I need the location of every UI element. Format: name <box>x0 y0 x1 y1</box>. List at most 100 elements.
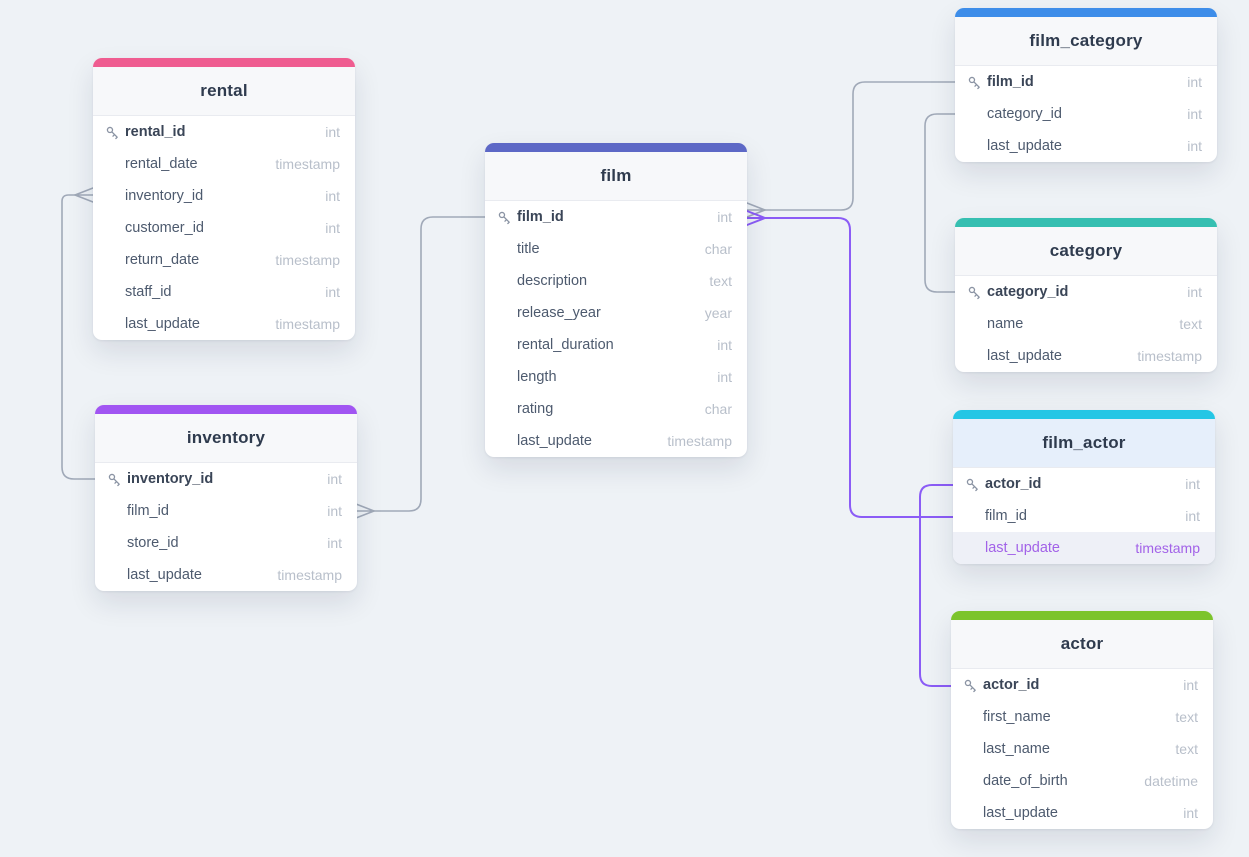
relationship-film_actor-actor[interactable] <box>919 484 954 687</box>
table-title: film <box>600 166 632 185</box>
field-name: last_update <box>125 316 200 332</box>
field-type: timestamp <box>275 316 340 332</box>
table-category[interactable]: category category_id int name text last_updat… <box>955 218 1217 372</box>
field-row-film-film_id[interactable]: film_id int <box>485 201 747 233</box>
table-header-actor[interactable]: actor <box>951 620 1213 669</box>
field-row-film-rental_duration[interactable]: rental_duration int <box>485 329 747 361</box>
primary-key-slot <box>107 472 124 487</box>
field-type: timestamp <box>667 433 732 449</box>
field-name: film_id <box>987 74 1034 90</box>
field-type: int <box>327 535 342 551</box>
field-row-film-length[interactable]: length int <box>485 361 747 393</box>
field-name: actor_id <box>985 476 1042 492</box>
table-header-film_category[interactable]: film_category <box>955 17 1217 66</box>
field-row-actor-date_of_birth[interactable]: date_of_birth datetime <box>951 765 1213 797</box>
field-row-rental-last_update[interactable]: last_update timestamp <box>93 308 355 340</box>
primary-key-icon <box>966 478 978 491</box>
field-name: staff_id <box>125 284 172 300</box>
field-row-rental-customer_id[interactable]: customer_id int <box>93 212 355 244</box>
field-row-inventory-inventory_id[interactable]: inventory_id int <box>95 463 357 495</box>
field-name: inventory_id <box>127 471 214 487</box>
table-header-film_actor[interactable]: film_actor <box>953 419 1215 468</box>
field-row-category-name[interactable]: name text <box>955 308 1217 340</box>
table-header-category[interactable]: category <box>955 227 1217 276</box>
table-title: inventory <box>186 428 266 447</box>
field-type: timestamp <box>1135 540 1200 556</box>
field-name: customer_id <box>125 220 204 236</box>
relationship-inventory-rental[interactable] <box>61 187 96 480</box>
field-row-rental-rental_date[interactable]: rental_date timestamp <box>93 148 355 180</box>
field-type: datetime <box>1144 773 1198 789</box>
field-name: last_update <box>987 138 1062 154</box>
field-row-film_actor-actor_id[interactable]: actor_id int <box>953 468 1215 500</box>
field-name: last_update <box>983 805 1058 821</box>
field-name: date_of_birth <box>983 773 1068 789</box>
field-row-inventory-last_update[interactable]: last_update timestamp <box>95 559 357 591</box>
field-row-film_category-category_id[interactable]: category_id int <box>955 98 1217 130</box>
field-row-film-description[interactable]: description text <box>485 265 747 297</box>
table-rental[interactable]: rental rental_id int rental_date timestamp in… <box>93 58 355 340</box>
field-name: film_id <box>985 508 1027 524</box>
field-name: title <box>517 241 540 257</box>
field-type: text <box>1179 316 1202 332</box>
primary-key-icon <box>964 679 976 692</box>
field-row-rental-inventory_id[interactable]: inventory_id int <box>93 180 355 212</box>
relationship-film_category-film[interactable] <box>746 81 956 218</box>
field-row-film-release_year[interactable]: release_year year <box>485 297 747 329</box>
field-row-film-title[interactable]: title char <box>485 233 747 265</box>
primary-key-slot <box>105 125 122 140</box>
field-type: int <box>717 337 732 353</box>
field-row-actor-last_update[interactable]: last_update int <box>951 797 1213 829</box>
table-actor[interactable]: actor actor_id int first_name text last_name t… <box>951 611 1213 829</box>
field-row-category-category_id[interactable]: category_id int <box>955 276 1217 308</box>
relationship-film-inventory[interactable] <box>355 216 486 519</box>
table-accent-bar <box>93 58 355 67</box>
primary-key-slot <box>967 75 984 90</box>
primary-key-icon <box>106 126 118 139</box>
field-name: last_update <box>987 348 1062 364</box>
primary-key-icon <box>968 76 980 89</box>
field-row-film-last_update[interactable]: last_update timestamp <box>485 425 747 457</box>
table-film_category[interactable]: film_category film_id int category_id int las… <box>955 8 1217 162</box>
field-name: rating <box>517 401 554 417</box>
field-row-actor-first_name[interactable]: first_name text <box>951 701 1213 733</box>
field-type: int <box>1185 476 1200 492</box>
field-type: int <box>1187 284 1202 300</box>
field-row-film_category-film_id[interactable]: film_id int <box>955 66 1217 98</box>
field-name: category_id <box>987 284 1069 300</box>
primary-key-slot <box>963 678 980 693</box>
field-row-rental-staff_id[interactable]: staff_id int <box>93 276 355 308</box>
field-row-rental-rental_id[interactable]: rental_id int <box>93 116 355 148</box>
table-title: actor <box>1060 634 1104 653</box>
field-row-inventory-film_id[interactable]: film_id int <box>95 495 357 527</box>
table-inventory[interactable]: inventory inventory_id int film_id int store_… <box>95 405 357 591</box>
primary-key-slot <box>497 210 514 225</box>
field-name: last_name <box>983 741 1050 757</box>
field-row-film_actor-last_update[interactable]: last_update timestamp <box>953 532 1215 564</box>
field-name: actor_id <box>983 677 1040 693</box>
field-name: first_name <box>983 709 1051 725</box>
field-row-rental-return_date[interactable]: return_date timestamp <box>93 244 355 276</box>
table-header-rental[interactable]: rental <box>93 67 355 116</box>
table-film[interactable]: film film_id int title char description text re… <box>485 143 747 457</box>
field-row-inventory-store_id[interactable]: store_id int <box>95 527 357 559</box>
table-header-inventory[interactable]: inventory <box>95 414 357 463</box>
field-type: int <box>1187 138 1202 154</box>
primary-key-icon <box>498 211 510 224</box>
relationship-film-film_actor[interactable] <box>746 210 954 518</box>
field-row-actor-actor_id[interactable]: actor_id int <box>951 669 1213 701</box>
table-title: film_category <box>1029 31 1143 50</box>
field-row-category-last_update[interactable]: last_update timestamp <box>955 340 1217 372</box>
crow-foot-icon <box>74 187 94 203</box>
field-type: timestamp <box>1137 348 1202 364</box>
field-row-film-rating[interactable]: rating char <box>485 393 747 425</box>
field-type: int <box>325 284 340 300</box>
table-film_actor[interactable]: film_actor actor_id int film_id int last_upda… <box>953 410 1215 564</box>
field-type: int <box>325 188 340 204</box>
field-row-film_category-last_update[interactable]: last_update int <box>955 130 1217 162</box>
field-row-film_actor-film_id[interactable]: film_id int <box>953 500 1215 532</box>
table-header-film[interactable]: film <box>485 152 747 201</box>
relationship-film_category-category[interactable] <box>924 113 956 293</box>
field-row-actor-last_name[interactable]: last_name text <box>951 733 1213 765</box>
